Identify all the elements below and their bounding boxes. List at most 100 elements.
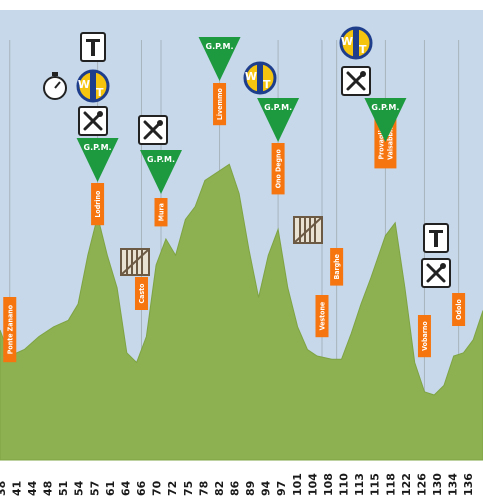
x-tick-label: 54 xyxy=(73,480,86,496)
location-label-box xyxy=(154,198,168,227)
x-tick-label: 82 xyxy=(213,481,226,496)
location-label: Ono Degno xyxy=(271,143,285,195)
post-stem xyxy=(434,230,438,247)
gpm-marker: G.P.M. xyxy=(257,98,300,142)
gpm-marker: G.P.M. xyxy=(364,98,407,142)
x-tick-label: 48 xyxy=(42,481,55,496)
fork-head xyxy=(157,120,163,126)
x-tick-label: 41 xyxy=(10,481,23,496)
x-tick-label: 122 xyxy=(400,473,413,496)
location-name: Valsabbia xyxy=(386,126,394,160)
x-tick-label: 110 xyxy=(338,473,351,496)
x-tick-label: 86 xyxy=(229,480,242,496)
location-name: Vobarno xyxy=(421,321,429,351)
feeding-post-t-icon xyxy=(423,223,449,253)
wt-w: W xyxy=(341,35,353,48)
location-name: Ono Degno xyxy=(275,148,283,188)
x-tick-label: 72 xyxy=(166,481,179,496)
wt-blue-ring xyxy=(243,61,277,95)
gpm-triangle xyxy=(198,37,241,81)
gpm-triangle xyxy=(76,138,119,182)
food-fork-knife-icon xyxy=(138,115,168,145)
gpm-label: G.P.M. xyxy=(264,103,292,112)
wt-t: T xyxy=(263,78,271,91)
location-label: Barghe xyxy=(330,248,344,286)
gpm-triangle xyxy=(364,98,407,142)
gpm-marker: G.P.M. xyxy=(198,37,241,81)
fork-head xyxy=(440,263,446,269)
x-tick-label: 126 xyxy=(415,473,428,496)
x-axis-ticks: 38 41 44 48 51 54 57 61 64 66 70 72 75 78 82 86 89 94 97 10… xyxy=(0,473,475,496)
x-tick-label: 61 xyxy=(104,481,117,496)
location-label: Livemmo xyxy=(213,83,227,126)
location-name: Vestone xyxy=(319,302,327,331)
location-label-box xyxy=(3,297,17,363)
gpm-triangle xyxy=(257,98,300,142)
location-label: Odolo xyxy=(452,293,466,326)
x-tick-label: 108 xyxy=(322,473,335,496)
x-tick-label: 57 xyxy=(88,481,101,496)
wt-blue-ring xyxy=(339,26,373,60)
location-label-box xyxy=(91,183,105,226)
water-tap-icon: WT xyxy=(243,61,277,95)
water-tap-icon: WT xyxy=(339,26,373,60)
location-label-box xyxy=(134,277,148,310)
food-fork-knife-icon xyxy=(341,66,371,96)
location-label: Casto xyxy=(134,277,148,310)
location-name: Barghe xyxy=(333,254,341,279)
food-fork-knife-icon xyxy=(421,258,451,288)
gpm-marker: G.P.M. xyxy=(140,150,182,194)
timer-crown xyxy=(52,72,58,76)
location-label: Vobarno xyxy=(417,315,431,358)
location-name: Mura xyxy=(158,203,166,221)
x-tick-label: 134 xyxy=(447,473,460,496)
wt-w: W xyxy=(245,70,257,83)
wt-t: T xyxy=(359,43,367,56)
x-tick-label: 75 xyxy=(182,481,195,496)
wt-w: W xyxy=(78,78,90,91)
fork-head xyxy=(97,111,103,117)
x-tick-label: 44 xyxy=(26,480,39,496)
timer-hand xyxy=(54,81,61,89)
x-tick-label: 94 xyxy=(260,480,273,496)
x-tick-label: 38 xyxy=(0,481,8,496)
gpm-label: G.P.M. xyxy=(84,143,112,152)
x-tick-label: 89 xyxy=(244,481,257,496)
location-label-box xyxy=(452,293,466,326)
gpm-label: G.P.M. xyxy=(371,103,399,112)
post-stem xyxy=(91,39,95,56)
location-label-box xyxy=(330,248,344,286)
gate-brace xyxy=(294,217,322,243)
gpm-marker: G.P.M. xyxy=(76,138,119,182)
x-tick-label: 66 xyxy=(135,480,148,496)
location-label: Lodrino xyxy=(91,183,105,226)
x-tick-label: 51 xyxy=(57,481,70,496)
location-label: Vestone xyxy=(315,295,329,338)
gpm-markers: G.P.M. G.P.M. G.P.M. G.P.M. G.P.M. xyxy=(76,37,407,194)
food-fork-knife-icon xyxy=(78,106,108,136)
gate-brace xyxy=(121,249,149,275)
x-tick-label: 78 xyxy=(197,481,210,496)
x-tick-label: 136 xyxy=(462,473,475,496)
fork-head xyxy=(360,71,366,77)
x-tick-label: 104 xyxy=(306,473,319,496)
location-name: Provaglio xyxy=(377,125,385,159)
feeding-post-t-icon xyxy=(80,32,106,62)
x-tick-label: 64 xyxy=(119,480,132,496)
location-label: Mura xyxy=(154,198,168,227)
location-name: Livemmo xyxy=(216,87,224,120)
timer-icon xyxy=(43,72,67,100)
location-label-box xyxy=(315,295,329,338)
location-label-box xyxy=(417,315,431,358)
x-tick-label: 101 xyxy=(291,473,304,496)
wt-blue-ring xyxy=(76,69,110,103)
location-name: Casto xyxy=(138,283,146,304)
location-label-box xyxy=(213,83,227,126)
gpm-triangle xyxy=(140,150,182,194)
wt-bar xyxy=(90,72,96,100)
elevation-area xyxy=(0,163,483,461)
gpm-label: G.P.M. xyxy=(147,155,175,164)
